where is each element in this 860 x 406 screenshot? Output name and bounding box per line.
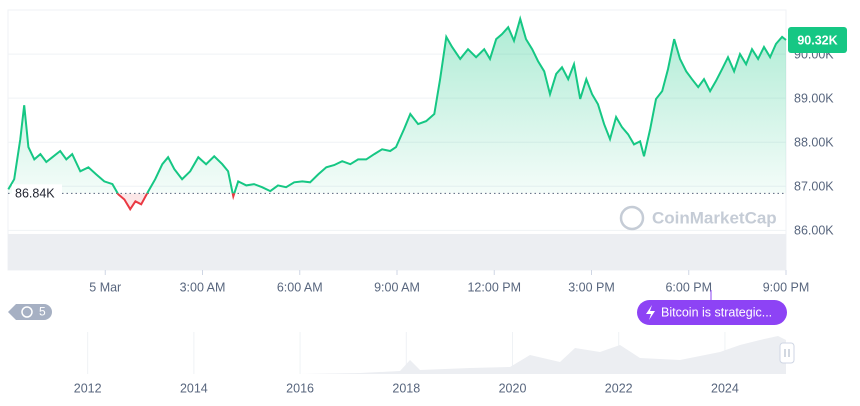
navigator-tick-label: 2014 — [180, 381, 208, 395]
y-tick-label: 88.00K — [794, 136, 834, 150]
x-tick-label: 3:00 PM — [568, 280, 615, 294]
y-tick-label: 87.00K — [794, 180, 834, 194]
price-line-up — [7, 15, 787, 194]
price-line-down — [116, 193, 236, 212]
event-pill[interactable] — [637, 300, 787, 325]
event-icon — [646, 305, 655, 320]
volume-area — [8, 234, 786, 270]
y-tick-label: 86.00K — [794, 224, 834, 238]
watermark-text: CoinMarketCap — [652, 208, 777, 227]
navigator-tick-label: 2022 — [605, 381, 633, 395]
history-icon — [21, 306, 33, 318]
x-tick-label: 12:00 PM — [467, 280, 521, 294]
baseline-label-bg — [12, 184, 62, 203]
x-tick-label: 5 Mar — [89, 280, 121, 294]
baseline-label: 86.84K — [15, 187, 55, 201]
x-tick-label: 9:00 AM — [374, 280, 420, 294]
navigator-tick-label: 2020 — [499, 381, 527, 395]
history-count[interactable]: 5 — [39, 305, 46, 319]
watermark-logo — [619, 205, 645, 231]
navigator-tick-label: 2012 — [74, 381, 102, 395]
history-badge[interactable] — [8, 304, 52, 320]
y-tick-label: 89.00K — [794, 91, 834, 105]
current-price-box — [788, 26, 847, 53]
watermark: CoinMarketCap — [619, 205, 777, 231]
navigator-tick-label: 2016 — [286, 381, 314, 395]
current-price-label: 90.32K — [797, 33, 837, 47]
area-up — [8, 18, 786, 194]
event-label[interactable]: Bitcoin is strategic... — [661, 305, 772, 319]
x-tick-label: 6:00 AM — [277, 280, 323, 294]
navigator-tick-label: 2018 — [392, 381, 420, 395]
x-tick-label: 3:00 AM — [180, 280, 226, 294]
x-tick-label: 6:00 PM — [665, 280, 712, 294]
x-tick-label: 9:00 PM — [763, 280, 810, 294]
navigator-handle[interactable] — [779, 342, 795, 364]
navigator-area — [8, 336, 786, 374]
navigator-tick-label: 2024 — [711, 381, 739, 395]
